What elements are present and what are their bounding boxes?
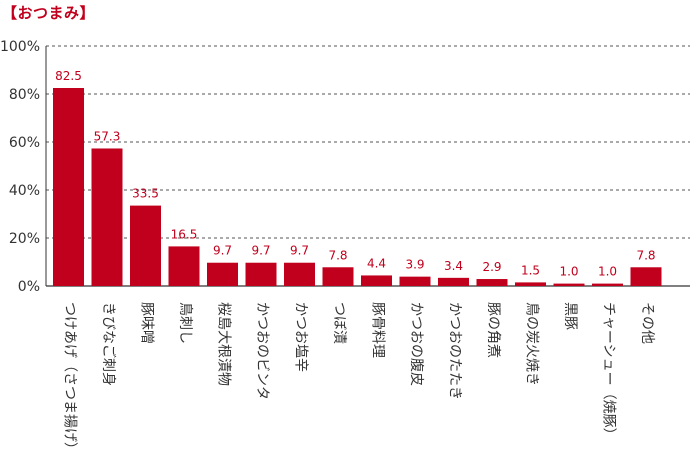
y-tick-label: 60% (9, 135, 40, 151)
bar (322, 267, 354, 286)
data-label: 2.9 (482, 260, 501, 274)
category-label: 鳥刺し (177, 302, 193, 344)
bar (284, 262, 315, 286)
y-tick-label: 20% (9, 231, 40, 247)
bar (245, 262, 277, 286)
y-tick-label: 40% (9, 183, 40, 199)
category-label: チャーシュー（焼豚） (601, 302, 617, 442)
category-label: かつおの腹皮 (408, 302, 425, 386)
category-label: つけあげ（さつま揚げ） (62, 302, 79, 456)
bar (168, 246, 200, 286)
data-label: 9.7 (251, 244, 270, 258)
category-label: かつおのたたき (447, 302, 463, 400)
bar (91, 148, 123, 286)
y-tick-label: 80% (9, 87, 40, 103)
data-label: 57.3 (94, 129, 121, 143)
y-tick-label: 0% (18, 279, 40, 295)
bar (630, 267, 662, 286)
category-label: つぼ漬 (331, 302, 347, 344)
bar (476, 279, 508, 286)
data-label: 1.5 (521, 263, 540, 277)
data-label: 33.5 (132, 187, 159, 201)
data-label: 1.0 (598, 265, 617, 279)
data-label: 9.7 (290, 244, 309, 258)
category-label: 豚味噌 (139, 302, 155, 344)
data-label: 1.0 (559, 265, 578, 279)
data-label: 16.5 (171, 227, 198, 241)
data-label: 4.4 (367, 256, 386, 270)
data-label: 7.8 (328, 248, 347, 262)
category-label: かつお塩辛 (293, 302, 309, 372)
data-label: 82.5 (55, 69, 82, 83)
bar (399, 276, 431, 286)
category-label: その他 (639, 302, 655, 344)
category-label: 豚の角煮 (485, 302, 501, 358)
chart-title: 【おつまみ】 (2, 4, 96, 22)
bar (438, 277, 469, 286)
data-label: 7.8 (636, 248, 655, 262)
data-label: 9.7 (213, 244, 232, 258)
bar (553, 283, 585, 286)
category-label: きびなご刺身 (100, 302, 116, 386)
data-label: 3.4 (444, 259, 463, 273)
category-label: 桜島大根漬物 (216, 302, 232, 386)
bar (207, 262, 238, 286)
bar (361, 275, 392, 286)
bar (515, 282, 546, 286)
bar (53, 88, 84, 286)
data-label: 3.9 (405, 258, 424, 272)
category-label: 豚骨料理 (370, 302, 386, 358)
y-tick-label: 100% (0, 39, 40, 55)
category-label: 鳥の炭火焼き (524, 302, 540, 386)
category-label: かつおのビンタ (254, 302, 270, 400)
bar (130, 205, 161, 286)
bar (592, 283, 623, 286)
category-label: 黒豚 (562, 302, 578, 330)
